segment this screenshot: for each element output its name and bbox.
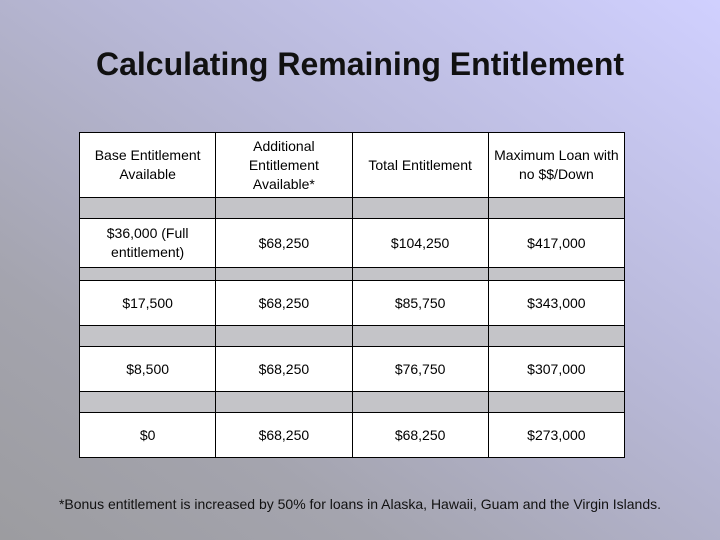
spacer-cell [215,391,353,413]
spacer-cell [215,325,353,347]
table-cell: $417,000 [487,218,626,268]
spacer-row [78,197,626,219]
spacer-cell [78,391,217,413]
table-cell: $68,250 [215,218,353,268]
table-cell: $307,000 [487,346,626,392]
spacer-cell [351,267,489,281]
table-cell: $85,750 [351,280,489,326]
spacer-cell [215,267,353,281]
table-cell: $104,250 [351,218,489,268]
table-body: Base Entitlement Available Additional Ent… [78,132,626,458]
slide-title: Calculating Remaining Entitlement [95,46,625,82]
header-cell: Base Entitlement Available [78,132,217,198]
footnote: *Bonus entitlement is increased by 50% f… [58,496,662,512]
header-cell: Additional Entitlement Available* [215,132,353,198]
spacer-cell [78,197,217,219]
spacer-cell [215,197,353,219]
header-cell: Maximum Loan with no $$/Down [487,132,626,198]
data-row: $17,500 $68,250 $85,750 $343,000 [78,280,626,326]
table-cell: $0 [78,412,217,458]
table-cell: $68,250 [215,280,353,326]
table-cell: $273,000 [487,412,626,458]
spacer-cell [351,391,489,413]
table-cell: $17,500 [78,280,217,326]
table-cell: $343,000 [487,280,626,326]
header-row: Base Entitlement Available Additional Ent… [78,132,626,198]
data-row: $8,500 $68,250 $76,750 $307,000 [78,346,626,392]
spacer-cell [487,197,626,219]
header-cell: Total Entitlement [351,132,489,198]
spacer-cell [487,391,626,413]
spacer-cell [78,267,217,281]
spacer-row [78,267,626,281]
table-cell: $8,500 [78,346,217,392]
spacer-cell [351,325,489,347]
spacer-row [78,325,626,347]
spacer-cell [351,197,489,219]
data-row: $0 $68,250 $68,250 $273,000 [78,412,626,458]
spacer-cell [78,325,217,347]
table-cell: $68,250 [351,412,489,458]
spacer-cell [487,325,626,347]
table-cell: $68,250 [215,412,353,458]
table-cell: $68,250 [215,346,353,392]
table-cell: $36,000 (Full entitlement) [78,218,217,268]
spacer-row [78,391,626,413]
entitlement-table: Base Entitlement Available Additional Ent… [78,132,626,458]
data-row: $36,000 (Full entitlement) $68,250 $104,25… [78,218,626,268]
spacer-cell [487,267,626,281]
table-cell: $76,750 [351,346,489,392]
